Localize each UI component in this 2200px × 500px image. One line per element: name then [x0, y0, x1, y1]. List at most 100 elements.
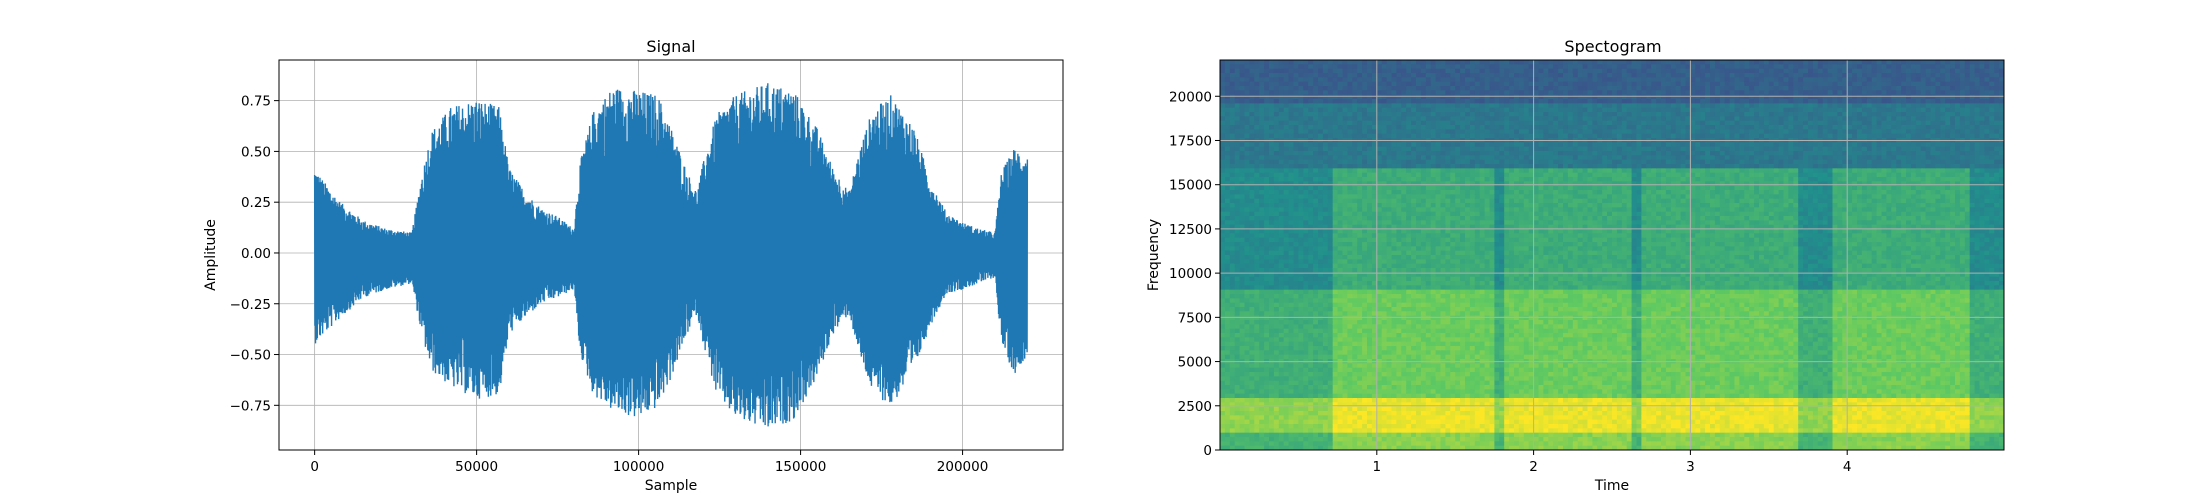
spectrogram-cell: [1283, 324, 1290, 330]
spectrogram-cell: [1318, 302, 1324, 308]
spectrogram-cell: [1465, 389, 1471, 395]
spectrogram-cell: [1293, 346, 1299, 351]
spectrogram-cell: [1327, 346, 1334, 351]
spectrogram-cell: [1259, 73, 1265, 78]
spectrogram-cell: [1293, 393, 1299, 399]
spectrogram-cell: [1278, 350, 1285, 356]
spectrogram-cell: [1234, 385, 1241, 390]
spectrogram-cell: [1357, 385, 1363, 390]
spectrogram-cell: [1254, 432, 1260, 438]
spectrogram-cell: [1332, 328, 1339, 334]
spectrogram-cell: [1445, 211, 1451, 217]
spectrogram-cell: [1416, 198, 1422, 204]
spectrogram-cell: [1347, 333, 1353, 338]
spectrogram-cell: [1337, 376, 1344, 382]
spectrogram-cell: [1259, 64, 1265, 70]
spectrogram-cell: [1396, 99, 1402, 104]
spectrogram-cell: [1357, 419, 1363, 425]
spectrogram-cell: [1220, 172, 1226, 178]
spectrogram-cell: [1278, 428, 1285, 434]
spectrogram-cell: [1244, 406, 1250, 412]
spectrogram-cell: [1269, 103, 1275, 109]
spectrogram-cell: [1362, 380, 1368, 386]
spectrogram-cell: [1234, 307, 1241, 312]
spectrogram-cell: [1273, 142, 1280, 148]
spectrogram-cell: [1401, 302, 1407, 308]
spectrogram-cell: [1455, 406, 1461, 412]
spectrogram-cell: [1465, 68, 1471, 74]
spectrogram-cell: [1396, 224, 1402, 230]
spectrogram-cell: [1401, 315, 1407, 321]
spectrogram-cell: [1367, 181, 1373, 187]
spectrogram-cell: [1278, 376, 1285, 382]
spectrogram-cell: [1224, 255, 1231, 260]
spectrogram-cell: [1278, 385, 1285, 390]
spectrogram-cell: [1342, 350, 1348, 356]
spectrogram-cell: [1239, 411, 1246, 416]
spectrogram-cell: [1391, 272, 1397, 278]
spectrogram-cell: [1450, 77, 1456, 83]
spectrogram-cell: [1396, 424, 1402, 429]
spectrogram-cell: [1450, 424, 1456, 429]
spectrogram-cell: [1455, 255, 1461, 260]
spectrogram-cell: [1460, 354, 1466, 360]
spectrogram-cell: [1224, 445, 1231, 450]
spectrogram-cell: [1283, 107, 1290, 113]
spectrogram-cell: [1401, 415, 1407, 421]
spectrogram-cell: [1386, 107, 1393, 113]
spectrogram-cell: [1450, 259, 1456, 265]
spectrogram-cell: [1484, 285, 1491, 291]
spectrogram-cell: [1460, 190, 1466, 195]
spectrogram-cell: [1376, 237, 1383, 243]
spectrogram-cell: [1411, 229, 1417, 234]
spectrogram-cell: [1469, 328, 1476, 334]
spectrogram-cell: [1220, 385, 1226, 390]
spectrogram-cell: [1220, 246, 1226, 252]
spectrogram-cell: [1313, 194, 1319, 200]
spectrogram-cell: [1332, 190, 1339, 195]
spectrogram-cell: [1283, 354, 1290, 360]
spectrogram-cell: [1347, 398, 1353, 403]
spectrogram-cell: [1352, 432, 1358, 438]
spectrogram-cell: [1401, 68, 1407, 74]
spectrogram-cell: [1264, 263, 1270, 269]
spectrogram-cell: [1445, 333, 1451, 338]
spectrogram-cell: [1425, 207, 1432, 213]
spectrogram-cell: [1332, 354, 1339, 360]
spectrogram-cell: [1479, 81, 1486, 87]
spectrogram-cell: [1254, 307, 1260, 312]
spectrogram-cell: [1224, 411, 1231, 416]
spectrogram-cell: [1220, 428, 1226, 434]
spectrogram-cell: [1239, 385, 1246, 390]
spectrogram-cell: [1313, 103, 1319, 109]
spectrogram-cell: [1352, 216, 1358, 221]
spectrogram-cell: [1337, 445, 1344, 450]
spectrogram-cell: [1440, 146, 1446, 152]
spectrogram-cell: [1332, 142, 1339, 148]
spectrogram-cell: [1264, 441, 1270, 447]
spectrogram-cell: [1420, 99, 1427, 104]
spectrogram-cell: [1411, 73, 1417, 78]
spectrogram-cell: [1381, 367, 1388, 373]
spectrogram-cell: [1391, 112, 1397, 117]
spectrogram-cell: [1244, 398, 1250, 403]
spectrogram-cell: [1430, 372, 1437, 377]
spectrogram-cell: [1342, 86, 1348, 91]
spectrogram-cell: [1244, 99, 1250, 104]
spectrogram-cell: [1435, 250, 1442, 256]
spectrogram-cell: [1220, 146, 1226, 152]
spectrogram-cell: [1254, 177, 1260, 182]
spectrogram-cell: [1239, 94, 1246, 100]
spectrogram-cell: [1318, 406, 1324, 412]
spectrogram-cell: [1460, 81, 1466, 87]
spectrogram-cell: [1254, 216, 1260, 221]
spectrogram-cell: [1411, 302, 1417, 308]
spectrogram-cell: [1371, 198, 1378, 204]
spectrogram-cell: [1254, 263, 1260, 269]
spectrogram-cell: [1332, 441, 1339, 447]
spectrogram-cell: [1391, 298, 1397, 304]
spectrogram-cell: [1254, 393, 1260, 399]
spectrogram-cell: [1332, 337, 1339, 343]
spectrogram-cell: [1337, 350, 1344, 356]
spectrogram-cell: [1332, 276, 1339, 282]
